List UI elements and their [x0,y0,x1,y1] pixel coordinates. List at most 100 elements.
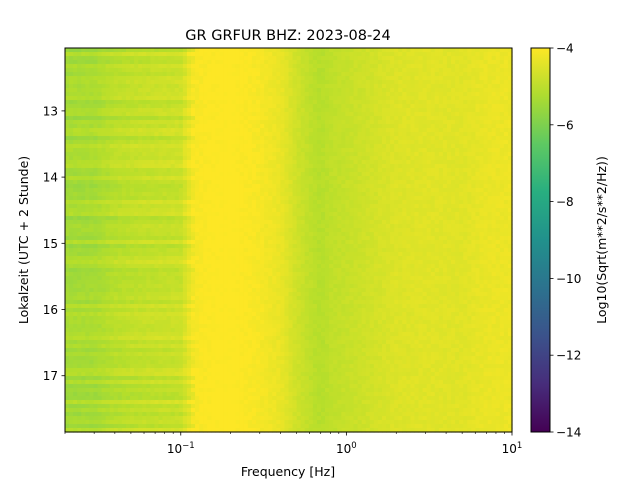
heatmap-cell [158,176,164,181]
heatmap-cell [195,292,200,297]
heatmap-cell [162,276,168,281]
heatmap-cell [272,124,277,129]
heatmap-cell [247,356,253,361]
heatmap-cell [223,388,229,393]
heatmap-cell [166,400,172,405]
heatmap-cell [268,156,273,161]
heatmap-cell [166,292,172,297]
heatmap-cell [174,156,180,161]
heatmap-cell [150,112,155,117]
heatmap-cell [260,120,265,125]
heatmap-cell [231,168,237,173]
heatmap-cell [130,140,135,145]
heatmap-cell [105,248,111,253]
heatmap-cell [166,348,172,353]
heatmap-cell [195,116,200,121]
heatmap-cell [121,360,127,365]
heatmap-cell [235,272,241,277]
heatmap-cell [235,232,241,237]
heatmap-cell [117,392,123,397]
heatmap-cell [215,308,221,313]
heatmap-cell [142,412,147,417]
heatmap-cell [264,220,269,225]
heatmap-cell [93,340,99,345]
heatmap-cell [223,120,229,125]
heatmap-cell [69,360,74,365]
heatmap-cell [219,264,225,269]
heatmap-cell [264,340,269,345]
heatmap-cell [170,248,176,253]
heatmap-cell [231,116,237,121]
heatmap-cell [178,300,184,305]
heatmap-cell [227,100,233,105]
heatmap-cell [101,348,107,353]
heatmap-cell [150,424,155,429]
heatmap-cell [264,184,269,189]
heatmap-cell [255,300,261,305]
heatmap-cell [81,204,86,209]
heatmap-cell [207,404,212,409]
heatmap-cell [117,388,123,393]
heatmap-cell [243,212,249,217]
heatmap-cell [97,320,103,325]
heatmap-cell [251,68,257,73]
heatmap-cell [239,396,245,401]
heatmap-cell [203,280,208,285]
heatmap-cell [65,148,70,153]
heatmap-cell [77,352,82,357]
heatmap-cell [264,356,269,361]
heatmap-cell [231,308,237,313]
heatmap-cell [69,120,74,125]
heatmap-cell [195,52,200,57]
heatmap-cell [207,324,212,329]
heatmap-cell [190,368,196,373]
heatmap-cell [117,404,123,409]
heatmap-cell [219,80,225,85]
heatmap-cell [260,364,265,369]
heatmap-cell [142,420,147,425]
heatmap-cell [105,372,111,377]
heatmap-cell [134,200,139,205]
heatmap-cell [190,92,196,97]
heatmap-cell [130,412,135,417]
heatmap-cell [211,108,216,113]
heatmap-cell [101,220,107,225]
heatmap-cell [117,60,123,65]
heatmap-cell [178,140,184,145]
heatmap-cell [113,284,119,289]
heatmap-cell [142,108,147,113]
heatmap-cell [150,396,155,401]
heatmap-cell [223,176,229,181]
heatmap-cell [239,420,245,425]
heatmap-cell [190,388,196,393]
heatmap-cell [65,180,70,185]
heatmap-cell [97,372,103,377]
heatmap-cell [134,264,139,269]
heatmap-cell [178,84,184,89]
heatmap-cell [239,192,245,197]
heatmap-cell [195,220,200,225]
heatmap-cell [117,76,123,81]
heatmap-cell [211,308,216,313]
heatmap-cell [260,252,265,257]
heatmap-cell [146,208,151,213]
heatmap-cell [73,180,78,185]
heatmap-cell [227,308,233,313]
heatmap-cell [97,256,103,261]
heatmap-cell [162,192,168,197]
heatmap-cell [235,268,241,273]
heatmap-cell [166,132,172,137]
heatmap-cell [231,324,237,329]
heatmap-cell [251,244,257,249]
heatmap-cell [113,60,119,65]
heatmap-cell [146,160,151,165]
heatmap-cell [93,124,99,129]
heatmap-cell [247,208,253,213]
heatmap-cell [105,384,111,389]
heatmap-cell [170,72,176,77]
heatmap-cell [195,396,200,401]
heatmap-cell [81,400,86,405]
heatmap-cell [73,156,78,161]
heatmap-cell [247,396,253,401]
heatmap-cell [65,100,70,105]
